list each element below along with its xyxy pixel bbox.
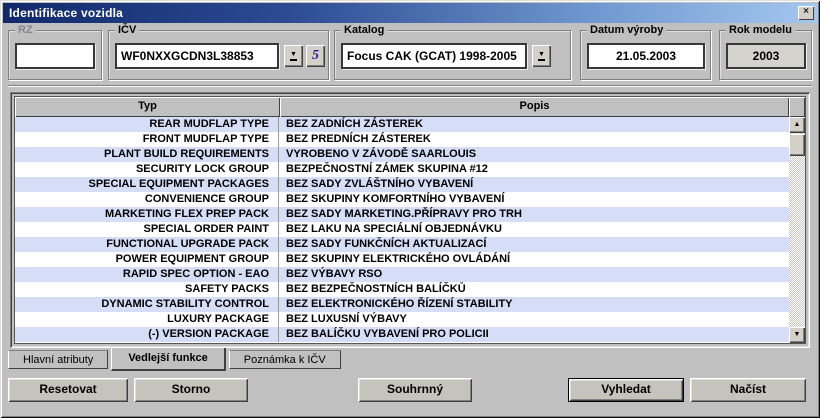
popis-cell: BEZ BEZPEČNOSTNÍCH BALÍČKŮ	[286, 283, 466, 295]
typ-cell: FRONT MUDFLAP TYPE	[15, 132, 279, 147]
icv-input[interactable]: WF0NXXGCDN3L38853	[115, 43, 279, 69]
table-row[interactable]: CONVENIENCE GROUP BEZ SKUPINY KOMFORTNÍH…	[15, 192, 789, 207]
table-row[interactable]: POWER EQUIPMENT GROUP BEZ SKUPINY ELEKTR…	[15, 252, 789, 267]
table-row[interactable]: (-) VERSION PACKAGE BEZ BALÍČKU VYBAVENÍ…	[15, 327, 789, 342]
rz-label: RZ	[15, 24, 36, 36]
column-header-typ[interactable]: Typ	[15, 97, 280, 117]
popis-cell: BEZ SADY FUNKČNÍCH AKTUALIZACÍ	[286, 238, 487, 250]
table-row[interactable]: LUXURY PACKAGE BEZ LUXUSNÍ VÝBAVY	[15, 312, 789, 327]
tab-poznamka-k-icv[interactable]: Poznámka k IČV	[228, 350, 341, 369]
popis-cell: BEZ VÝBAVY RSO	[286, 268, 383, 280]
icv-label: IČV	[115, 24, 140, 36]
popis-cell: BEZ SADY ZVLÁŠTNÍHO VYBAVENÍ	[286, 178, 474, 190]
rok-modelu-group: Rok modelu 2003	[719, 24, 812, 80]
equipment-table: Typ Popis REAR MUDFLAP TYPE BEZ ZADNÍCH …	[14, 96, 806, 344]
table-row[interactable]: SPECIAL EQUIPMENT PACKAGES BEZ SADY ZVLÁ…	[15, 177, 789, 192]
popis-cell: BEZ SKUPINY KOMFORTNÍHO VYBAVENÍ	[286, 193, 505, 205]
rok-modelu-label: Rok modelu	[726, 24, 795, 36]
table-row[interactable]: MARKETING FLEX PREP PACK BEZ SADY MARKET…	[15, 207, 789, 222]
table-row[interactable]: SAFETY PACKS BEZ BEZPEČNOSTNÍCH BALÍČKŮ	[15, 282, 789, 297]
katalog-input[interactable]: Focus CAK (GCAT) 1998-2005	[341, 43, 527, 69]
typ-cell: RAPID SPEC OPTION - EAO	[15, 267, 279, 282]
table-row[interactable]: PLANT BUILD REQUIREMENTS VYROBENO V ZÁVO…	[15, 147, 789, 162]
popis-cell: VYROBENO V ZÁVODĚ SAARLOUIS	[286, 148, 477, 160]
icv-undo-button[interactable]: 5	[306, 45, 325, 67]
popis-cell: BEZ PREDNÍCH ZÁSTEREK	[286, 133, 431, 145]
tab-hlavni-atributy[interactable]: Hlavní atributy	[8, 350, 109, 369]
typ-cell: SPECIAL EQUIPMENT PACKAGES	[15, 177, 279, 192]
typ-cell: POWER EQUIPMENT GROUP	[15, 252, 279, 267]
scroll-up-icon[interactable]: ▲	[789, 117, 805, 133]
window-title: Identifikace vozidla	[9, 6, 124, 20]
popis-cell: BEZ ELEKTRONICKÉHO ŘÍZENÍ STABILITY	[286, 298, 513, 310]
table-row[interactable]: FRONT MUDFLAP TYPE BEZ PREDNÍCH ZÁSTEREK	[15, 132, 789, 147]
popis-cell: BEZ ZADNÍCH ZÁSTEREK	[286, 118, 423, 130]
typ-cell: SPECIAL ORDER PAINT	[15, 222, 279, 237]
table-row[interactable]: RAPID SPEC OPTION - EAO BEZ VÝBAVY RSO	[15, 267, 789, 282]
icv-dropdown-button[interactable]: ▼	[284, 45, 303, 67]
typ-cell: LUXURY PACKAGE	[15, 312, 279, 327]
table-row[interactable]: REAR MUDFLAP TYPE BEZ ZADNÍCH ZÁSTEREK	[15, 117, 789, 132]
popis-cell: BEZ LUXUSNÍ VÝBAVY	[286, 313, 407, 325]
popis-cell: BEZ LAKU NA SPECIÁLNÍ OBJEDNÁVKU	[286, 223, 502, 235]
typ-cell: FUNCTIONAL UPGRADE PACK	[15, 237, 279, 252]
datum-vyroby-label: Datum výroby	[587, 24, 667, 36]
popis-cell: BEZPEČNOSTNÍ ZÁMEK SKUPINA #12	[286, 163, 488, 175]
table-row[interactable]: SECURITY LOCK GROUP BEZPEČNOSTNÍ ZÁMEK S…	[15, 162, 789, 177]
typ-cell: PLANT BUILD REQUIREMENTS	[15, 147, 279, 162]
table-row[interactable]: SPECIAL ORDER PAINT BEZ LAKU NA SPECIÁLN…	[15, 222, 789, 237]
icv-group: IČV WF0NXXGCDN3L38853 ▼ 5	[108, 24, 329, 80]
rz-input[interactable]	[15, 43, 95, 69]
scrollbar-thumb[interactable]	[789, 134, 805, 156]
column-header-filler	[789, 97, 805, 117]
popis-cell: BEZ SADY MARKETING.PŘÍPRAVY PRO TRH	[286, 208, 522, 220]
horizontal-divider	[8, 85, 812, 87]
equipment-table-panel: Typ Popis REAR MUDFLAP TYPE BEZ ZADNÍCH …	[10, 92, 810, 348]
typ-cell: MARKETING FLEX PREP PACK	[15, 207, 279, 222]
rok-modelu-input: 2003	[726, 43, 806, 69]
undo-icon: 5	[312, 48, 319, 63]
tab-vedlejsi-funkce[interactable]: Vedlejší funkce	[111, 348, 226, 371]
table-header: Typ Popis	[15, 97, 805, 117]
dropdown-arrow-icon: ▼	[538, 51, 545, 61]
typ-cell: REAR MUDFLAP TYPE	[15, 117, 279, 132]
typ-cell: (-) VERSION PACKAGE	[15, 327, 279, 342]
katalog-label: Katalog	[341, 24, 388, 36]
resetovat-button[interactable]: Resetovat	[8, 378, 128, 402]
storno-button[interactable]: Storno	[134, 378, 248, 402]
typ-cell: DYNAMIC STABILITY CONTROL	[15, 297, 279, 312]
typ-cell: CONVENIENCE GROUP	[15, 192, 279, 207]
typ-cell: SAFETY PACKS	[15, 282, 279, 297]
typ-cell: SECURITY LOCK GROUP	[15, 162, 279, 177]
datum-vyroby-group: Datum výroby 21.05.2003	[580, 24, 711, 80]
vertical-scrollbar[interactable]: ▲ ▼	[789, 117, 805, 343]
table-row[interactable]: FUNCTIONAL UPGRADE PACK BEZ SADY FUNKČNÍ…	[15, 237, 789, 252]
rz-group: RZ	[8, 24, 102, 80]
title-bar: Identifikace vozidla ×	[3, 3, 817, 23]
close-icon[interactable]: ×	[798, 6, 814, 20]
katalog-dropdown-button[interactable]: ▼	[532, 45, 551, 67]
dropdown-arrow-icon: ▼	[290, 51, 297, 61]
vyhledat-button[interactable]: Vyhledat	[568, 378, 684, 402]
tab-strip: Hlavní atributy Vedlejší funkce Poznámka…	[8, 348, 344, 374]
column-header-popis[interactable]: Popis	[280, 97, 789, 117]
katalog-group: Katalog Focus CAK (GCAT) 1998-2005 ▼	[334, 24, 571, 80]
scroll-down-icon[interactable]: ▼	[789, 327, 805, 343]
popis-cell: BEZ BALÍČKU VYBAVENÍ PRO POLICII	[286, 328, 489, 340]
souhrnny-button[interactable]: Souhrnný	[358, 378, 472, 402]
datum-vyroby-input[interactable]: 21.05.2003	[587, 43, 705, 69]
nacist-button[interactable]: Načíst	[690, 378, 806, 402]
table-body: REAR MUDFLAP TYPE BEZ ZADNÍCH ZÁSTEREK F…	[15, 117, 789, 343]
popis-cell: BEZ SKUPINY ELEKTRICKÉHO OVLÁDÁNÍ	[286, 253, 511, 265]
table-row[interactable]: DYNAMIC STABILITY CONTROL BEZ ELEKTRONIC…	[15, 297, 789, 312]
